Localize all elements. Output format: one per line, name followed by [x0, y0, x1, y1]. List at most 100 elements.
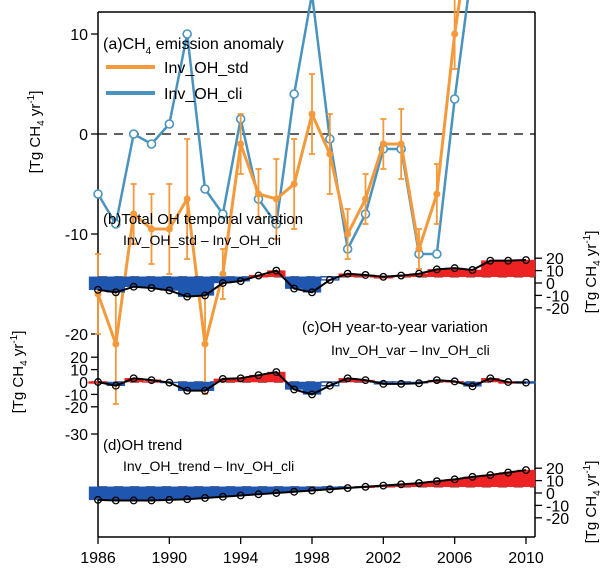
panel-b-bar	[302, 276, 322, 293]
series-inv-oh-cli-point	[146, 139, 157, 149]
panel-d-point	[361, 482, 370, 491]
panel-c-point	[165, 378, 174, 387]
panel-d-point	[343, 484, 352, 492]
panel-b-point	[272, 266, 281, 275]
panel-b-plot	[88, 256, 536, 301]
panel-d-plot	[88, 466, 536, 505]
panel-b-point	[94, 285, 102, 294]
panel-d-point	[468, 472, 477, 481]
panel-d-bar	[516, 469, 536, 488]
legend-label-inv-oh-std: Inv_OH_std	[164, 60, 248, 77]
panel-b-point	[361, 270, 370, 279]
panel-b-bar	[124, 276, 143, 287]
series-inv-oh-cli-point	[432, 249, 442, 259]
panel-c-point	[236, 374, 245, 383]
panel-a-plot	[93, 0, 535, 405]
panel-c-point	[94, 378, 102, 386]
legend: Inv_OH_std Inv_OH_cli	[106, 60, 248, 103]
panel-a-title: (a)CH4 emission anomaly	[103, 36, 284, 57]
panel-b-point	[111, 288, 120, 297]
panel-d-bar	[88, 486, 108, 501]
panel-c-point	[415, 379, 423, 388]
x-tick-label: 1994	[223, 550, 259, 567]
panel-d-y-axis-label: [Tg CH4 yr-1]	[582, 461, 603, 544]
panel-d-point	[272, 489, 281, 497]
panel-d-point	[504, 468, 513, 477]
panel-a-y-tick-label: 0	[79, 127, 88, 144]
panel-d-bar	[124, 486, 143, 501]
panel-d-point	[290, 487, 299, 496]
panel-c-point	[308, 390, 316, 399]
series-inv-oh-cli-point	[111, 219, 121, 229]
panel-c-y-tick-label: -20	[65, 400, 88, 417]
series-inv-oh-std-point	[290, 180, 298, 188]
x-tick-label: 1986	[80, 550, 116, 567]
panel-d-point	[522, 466, 530, 475]
panel-b-line	[97, 259, 527, 298]
panel-c-line	[97, 371, 527, 396]
series-inv-oh-cli-point	[218, 209, 228, 219]
panel-b-point	[290, 284, 299, 293]
panel-b-point	[522, 256, 530, 265]
panel-c-point	[450, 377, 459, 386]
panel-c-point	[254, 371, 263, 380]
panel-c-point	[201, 386, 209, 395]
panel-c-plot	[88, 368, 536, 399]
panel-d-point	[129, 496, 138, 505]
panel-b-bar	[88, 276, 108, 291]
panel-b-point	[183, 292, 192, 301]
panel-d-y-tick-label: 20	[546, 461, 564, 478]
panel-d-point	[450, 475, 459, 484]
x-tick-label: 2010	[508, 550, 544, 567]
panel-c-point	[290, 385, 299, 394]
panel-c-y-tick-label: 20	[70, 350, 88, 367]
series-inv-oh-std-point	[326, 150, 334, 158]
panel-d-point	[111, 496, 120, 505]
panel-d-bar	[481, 474, 500, 488]
series-inv-oh-cli-point	[449, 94, 460, 104]
panel-d-point	[147, 496, 156, 505]
series-inv-oh-std-point	[362, 195, 369, 203]
panel-d-y-tick-label: 10	[546, 474, 564, 491]
series-inv-oh-cli-point	[93, 189, 103, 199]
panel-b-bar	[516, 259, 536, 278]
panel-c-y-tick-label: 0	[79, 375, 88, 392]
panel-d-bar	[142, 486, 161, 501]
panel-c-point	[343, 374, 352, 383]
panel-b-point	[343, 269, 352, 278]
series-inv-oh-std-point	[308, 110, 316, 118]
panel-b-point	[218, 279, 227, 287]
panel-c-point	[522, 378, 530, 387]
series-inv-oh-std-point	[255, 190, 262, 198]
panel-c-point	[272, 368, 281, 377]
panel-d-point	[379, 481, 388, 490]
panel-c-title: (c)OH year-to-year variation	[302, 319, 488, 336]
panel-c-point	[147, 376, 156, 385]
panel-b-point	[254, 271, 263, 280]
series-inv-oh-cli-point	[200, 184, 210, 194]
panel-d-y-tick-label: 0	[546, 486, 555, 503]
panel-b-point	[129, 282, 138, 291]
series-inv-oh-std-point	[344, 230, 352, 238]
panel-d-point	[397, 480, 406, 489]
series-inv-oh-cli-point	[182, 29, 192, 39]
x-tick-label: 1990	[152, 550, 188, 567]
panel-b-point	[147, 284, 156, 292]
panel-c-point	[361, 376, 370, 385]
panel-d-point	[325, 485, 334, 494]
panel-c-point	[218, 374, 227, 383]
series-inv-oh-std-point	[237, 140, 245, 148]
series-inv-oh-std-point	[272, 195, 280, 203]
panel-c-point	[486, 374, 495, 383]
series-inv-oh-cli-point	[128, 129, 139, 139]
series-inv-oh-cli-point	[289, 89, 299, 99]
panel-b-point	[236, 277, 245, 286]
x-tick-label: 1998	[294, 550, 330, 567]
panel-b-point	[415, 269, 423, 278]
panel-d-title: (d)OH trend	[103, 437, 182, 454]
